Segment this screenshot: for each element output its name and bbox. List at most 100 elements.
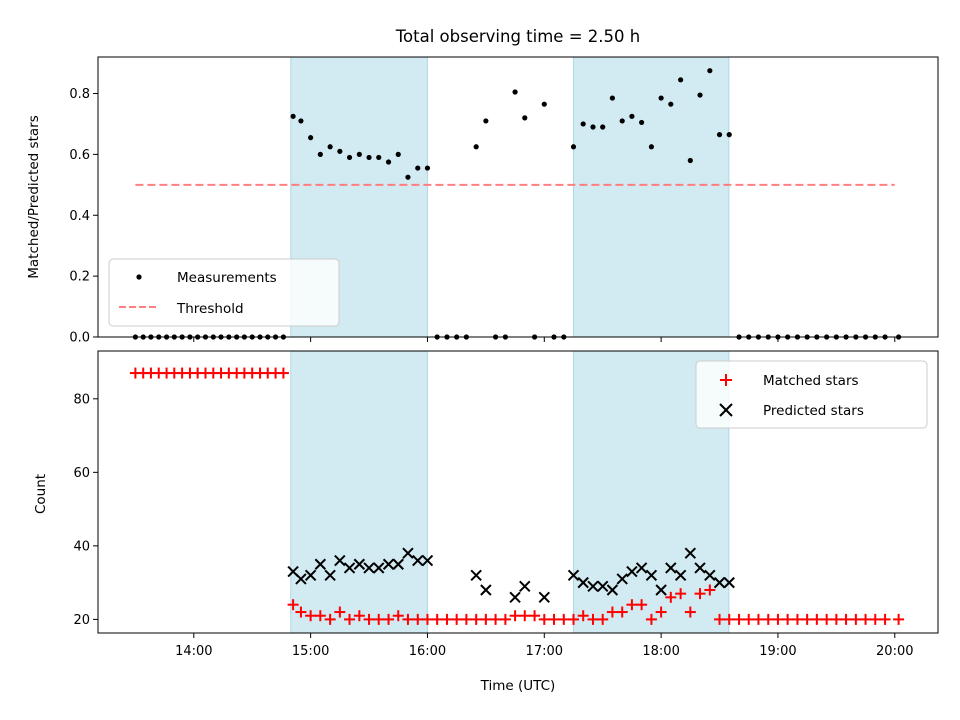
x-stroke-b — [343, 562, 356, 574]
x-stroke-b — [480, 584, 492, 596]
measurement-point — [290, 113, 296, 119]
legend-predicted-label: Predicted stars — [763, 403, 864, 419]
measurement-point — [522, 115, 528, 121]
predicted-star-point — [596, 580, 609, 593]
matched-star-point — [460, 613, 472, 625]
measurement-point — [619, 118, 625, 124]
x-stroke-b — [402, 547, 414, 559]
matched-star-point — [353, 610, 365, 622]
matched-star-point — [363, 613, 375, 625]
x-stroke-b — [363, 562, 375, 574]
y-tick-label: 80 — [73, 392, 90, 407]
measurement-point — [541, 101, 547, 107]
matched-star-point — [402, 613, 414, 625]
bottom-plot-frame — [97, 350, 939, 634]
matched-star-point — [287, 599, 299, 611]
x-tick-label: 14:00 — [175, 644, 212, 659]
measurement-point — [600, 124, 606, 130]
predicted-star-point — [402, 547, 414, 559]
y-tick-label: 0.0 — [69, 331, 90, 346]
matched-star-points — [129, 367, 905, 625]
x-stroke-b — [287, 565, 299, 578]
shaded-intervals — [290, 350, 730, 634]
predicted-star-point — [606, 584, 619, 596]
predicted-star-point — [684, 547, 697, 559]
x-axis-ticks-bottom: 14:00 15:00 16:00 17:00 18:00 19:00 20:00 — [175, 633, 914, 659]
x-stroke-b — [596, 580, 609, 593]
x-stroke-b — [723, 576, 735, 589]
bottom-panel: 20 40 60 80 14:00 15:00 16:00 17:00 18:00 19:00 2… — [33, 350, 939, 694]
matched-star-point — [451, 613, 463, 625]
x-stroke-b — [635, 562, 648, 574]
predicted-star-point — [635, 562, 648, 574]
matched-star-point — [509, 610, 521, 622]
x-tick-label: 19:00 — [759, 644, 796, 659]
measurement-point — [678, 77, 684, 83]
legend-predicted-marker — [719, 403, 733, 417]
top-legend-box — [108, 258, 340, 327]
matched-star-point — [733, 613, 745, 625]
x-tick-label: 20:00 — [876, 644, 913, 659]
bottom-legend-box — [695, 360, 928, 429]
top-y-axis-label: Matched/Predicted stars — [26, 115, 42, 278]
predicted-star-point — [334, 554, 346, 567]
matched-star-point — [879, 613, 891, 625]
measurement-point — [395, 151, 401, 157]
x-tick-label: 15:00 — [292, 644, 329, 659]
matched-star-point — [791, 613, 803, 625]
predicted-star-point — [713, 576, 726, 589]
matched-star-point — [412, 613, 424, 625]
measurement-point — [629, 113, 635, 119]
matched-star-point — [762, 613, 774, 625]
matched-star-point — [772, 613, 784, 625]
measurement-point — [658, 95, 664, 101]
x-stroke-b — [655, 584, 667, 596]
predicted-star-point — [295, 573, 307, 585]
predicted-star-point — [304, 569, 317, 581]
predicted-star-points — [287, 547, 735, 604]
measurement-point — [716, 132, 723, 138]
predicted-star-point — [665, 562, 677, 574]
measurement-point — [580, 121, 586, 127]
matched-star-point — [752, 613, 764, 625]
measurement-point — [308, 135, 314, 141]
matched-star-point — [840, 613, 852, 625]
x-stroke-b — [587, 580, 599, 593]
matched-star-point — [431, 613, 443, 625]
measurement-point — [366, 154, 372, 161]
predicted-star-point — [694, 562, 706, 574]
y-tick-label: 20 — [73, 613, 90, 628]
predicted-star-point — [509, 591, 521, 604]
measurement-point — [415, 165, 421, 171]
measurement-point — [356, 151, 362, 157]
x-stroke-b — [412, 554, 424, 567]
predicted-star-point — [324, 569, 336, 581]
measurement-point — [668, 101, 674, 107]
matched-star-point — [344, 613, 356, 625]
measurement-point — [337, 148, 343, 154]
measurement-point — [707, 68, 713, 74]
matched-star-point — [645, 613, 657, 625]
predicted-star-point — [353, 558, 366, 570]
predicted-star-point — [704, 569, 716, 581]
measurement-point — [327, 144, 333, 150]
matched-star-point — [655, 606, 667, 618]
matched-star-point — [893, 613, 905, 625]
matched-star-point — [538, 613, 550, 625]
x-stroke-b — [606, 584, 619, 596]
x-stroke-b — [538, 591, 550, 604]
predicted-star-point — [412, 554, 424, 567]
matched-star-point — [373, 613, 385, 625]
matched-star-point — [782, 613, 794, 625]
top-legend: Measurements Threshold — [108, 258, 340, 327]
matched-star-point — [470, 613, 482, 625]
x-stroke-b — [665, 562, 677, 574]
measurement-point — [590, 124, 596, 130]
chart-title: Total observing time = 2.50 h — [395, 27, 640, 46]
measurement-point — [317, 151, 323, 157]
measurement-point — [385, 159, 392, 165]
matched-star-point — [499, 613, 511, 625]
matched-star-point — [441, 613, 453, 625]
matched-star-point — [801, 613, 813, 625]
